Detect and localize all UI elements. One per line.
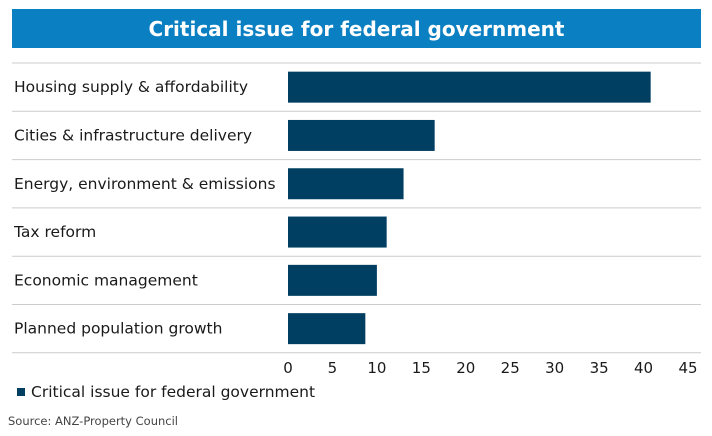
category-label: Tax reform	[13, 223, 96, 241]
bar	[288, 216, 387, 248]
x-tick-label: 25	[501, 359, 520, 377]
category-label: Energy, environment & emissions	[14, 175, 276, 193]
bar	[288, 119, 435, 151]
bars	[288, 71, 651, 345]
x-tick-label: 35	[590, 359, 609, 377]
x-tick-label: 0	[283, 359, 293, 377]
bar	[288, 71, 651, 103]
source-note: Source: ANZ-Property Council	[8, 414, 178, 428]
x-tick-label: 30	[545, 359, 564, 377]
legend: Critical issue for federal government	[17, 382, 315, 402]
x-tick-label: 15	[412, 359, 431, 377]
chart-title-bar: Critical issue for federal government	[12, 9, 701, 48]
category-labels: Housing supply & affordability Cities & i…	[13, 78, 276, 338]
category-label: Housing supply & affordability	[14, 78, 248, 96]
bar	[288, 168, 404, 200]
bar	[288, 264, 377, 296]
x-axis-ticks: 0 5 10 15 20 25 30 35 40 45	[283, 359, 697, 377]
x-tick-label: 10	[367, 359, 386, 377]
category-label: Planned population growth	[14, 320, 222, 338]
x-tick-label: 40	[634, 359, 653, 377]
x-tick-label: 20	[456, 359, 475, 377]
x-tick-label: 5	[328, 359, 338, 377]
category-label: Cities & infrastructure delivery	[14, 126, 252, 144]
legend-swatch	[17, 388, 25, 396]
grid-lines	[12, 62, 701, 354]
bar	[288, 313, 366, 345]
x-tick-label: 45	[678, 359, 697, 377]
chart-title: Critical issue for federal government	[148, 16, 565, 41]
category-label: Economic management	[14, 271, 198, 289]
top-strip	[0, 0, 712, 6]
legend-label: Critical issue for federal government	[31, 383, 316, 401]
